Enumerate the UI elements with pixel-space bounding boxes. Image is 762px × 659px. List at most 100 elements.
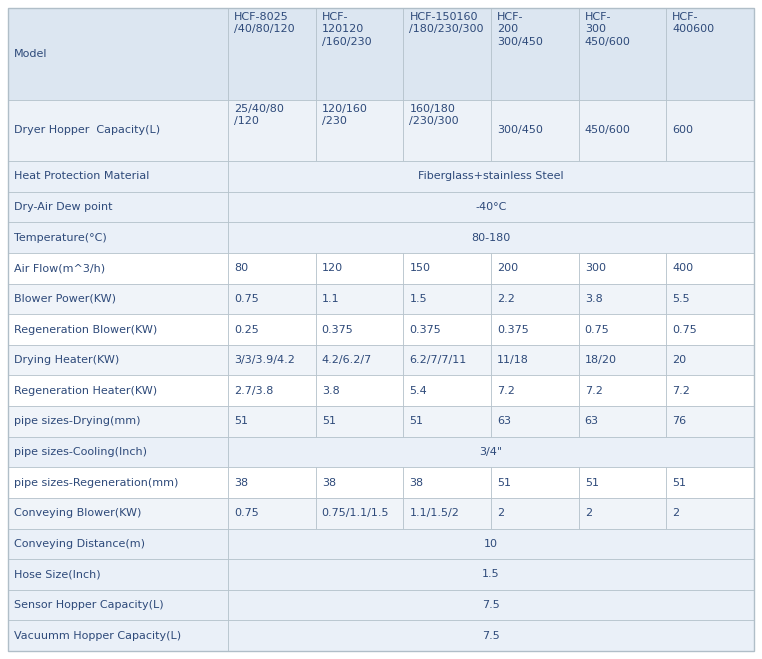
Text: 2: 2 — [584, 508, 592, 518]
Bar — [8, 100, 228, 161]
Bar — [8, 376, 228, 406]
Text: 200: 200 — [497, 263, 518, 273]
Text: Vacuumm Hopper Capacity(L): Vacuumm Hopper Capacity(L) — [14, 631, 181, 641]
Text: 10: 10 — [484, 539, 498, 549]
Text: 120/160
/230: 120/160 /230 — [322, 104, 367, 127]
Text: Conveying Blower(KW): Conveying Blower(KW) — [14, 508, 142, 518]
Bar — [315, 8, 403, 100]
Bar — [578, 345, 666, 376]
Bar — [8, 345, 228, 376]
Text: 38: 38 — [234, 478, 248, 488]
Bar — [491, 406, 578, 437]
Bar — [578, 467, 666, 498]
Text: 5.4: 5.4 — [409, 386, 427, 396]
Text: 63: 63 — [584, 416, 599, 426]
Bar — [228, 161, 754, 192]
Bar — [315, 100, 403, 161]
Text: Regeneration Heater(KW): Regeneration Heater(KW) — [14, 386, 157, 396]
Text: 51: 51 — [672, 478, 687, 488]
Text: 1.1: 1.1 — [322, 294, 339, 304]
Bar — [666, 314, 754, 345]
Text: 0.375: 0.375 — [322, 324, 354, 335]
Text: 11/18: 11/18 — [497, 355, 529, 365]
Bar — [666, 8, 754, 100]
Bar — [315, 376, 403, 406]
Bar — [8, 222, 228, 253]
Bar — [578, 314, 666, 345]
Text: 2.2: 2.2 — [497, 294, 515, 304]
Bar — [403, 253, 491, 283]
Bar — [228, 222, 754, 253]
Bar — [403, 498, 491, 529]
Text: 1.1/1.5/2: 1.1/1.5/2 — [409, 508, 459, 518]
Text: HCF-
120120
/160/230: HCF- 120120 /160/230 — [322, 12, 371, 47]
Bar — [8, 314, 228, 345]
Bar — [228, 498, 315, 529]
Text: 0.25: 0.25 — [234, 324, 259, 335]
Bar — [228, 529, 754, 559]
Text: Blower Power(KW): Blower Power(KW) — [14, 294, 116, 304]
Text: 76: 76 — [672, 416, 687, 426]
Bar — [666, 498, 754, 529]
Text: pipe sizes-Drying(mm): pipe sizes-Drying(mm) — [14, 416, 140, 426]
Bar — [491, 467, 578, 498]
Text: 1.5: 1.5 — [482, 569, 500, 579]
Text: 160/180
/230/300: 160/180 /230/300 — [409, 104, 459, 127]
Text: Hose Size(Inch): Hose Size(Inch) — [14, 569, 101, 579]
Text: HCF-
300
450/600: HCF- 300 450/600 — [584, 12, 631, 47]
Text: 51: 51 — [234, 416, 248, 426]
Text: 300/450: 300/450 — [497, 125, 543, 136]
Bar — [228, 467, 315, 498]
Text: 51: 51 — [584, 478, 599, 488]
Bar — [228, 590, 754, 620]
Text: Fiberglass+stainless Steel: Fiberglass+stainless Steel — [418, 171, 564, 181]
Bar — [666, 376, 754, 406]
Bar — [8, 406, 228, 437]
Text: Sensor Hopper Capacity(L): Sensor Hopper Capacity(L) — [14, 600, 164, 610]
Bar — [666, 345, 754, 376]
Text: pipe sizes-Cooling(Inch): pipe sizes-Cooling(Inch) — [14, 447, 147, 457]
Text: 7.5: 7.5 — [482, 631, 500, 641]
Text: 7.5: 7.5 — [482, 600, 500, 610]
Text: 51: 51 — [409, 416, 424, 426]
Bar — [8, 620, 228, 651]
Bar — [8, 253, 228, 283]
Bar — [403, 345, 491, 376]
Text: 7.2: 7.2 — [497, 386, 515, 396]
Bar — [228, 406, 315, 437]
Bar — [8, 498, 228, 529]
Text: 450/600: 450/600 — [584, 125, 631, 136]
Bar — [403, 376, 491, 406]
Text: 18/20: 18/20 — [584, 355, 616, 365]
Bar — [666, 283, 754, 314]
Bar — [8, 559, 228, 590]
Bar — [228, 559, 754, 590]
Bar — [8, 161, 228, 192]
Text: 0.75/1.1/1.5: 0.75/1.1/1.5 — [322, 508, 389, 518]
Text: Heat Protection Material: Heat Protection Material — [14, 171, 149, 181]
Text: 300: 300 — [584, 263, 606, 273]
Text: HCF-
200
300/450: HCF- 200 300/450 — [497, 12, 543, 47]
Bar — [8, 590, 228, 620]
Bar — [666, 253, 754, 283]
Text: 38: 38 — [322, 478, 336, 488]
Text: 400: 400 — [672, 263, 693, 273]
Bar — [315, 345, 403, 376]
Text: HCF-150160
/180/230/300: HCF-150160 /180/230/300 — [409, 12, 484, 34]
Text: 3/4": 3/4" — [479, 447, 503, 457]
Bar — [228, 283, 315, 314]
Text: HCF-8025
/40/80/120: HCF-8025 /40/80/120 — [234, 12, 295, 34]
Bar — [578, 406, 666, 437]
Bar — [578, 376, 666, 406]
Bar — [8, 437, 228, 467]
Text: 63: 63 — [497, 416, 511, 426]
Text: 120: 120 — [322, 263, 343, 273]
Text: 600: 600 — [672, 125, 693, 136]
Text: 1.5: 1.5 — [409, 294, 427, 304]
Bar — [315, 498, 403, 529]
Text: -40°C: -40°C — [475, 202, 507, 212]
Bar — [403, 8, 491, 100]
Bar — [228, 314, 315, 345]
Bar — [315, 406, 403, 437]
Bar — [666, 406, 754, 437]
